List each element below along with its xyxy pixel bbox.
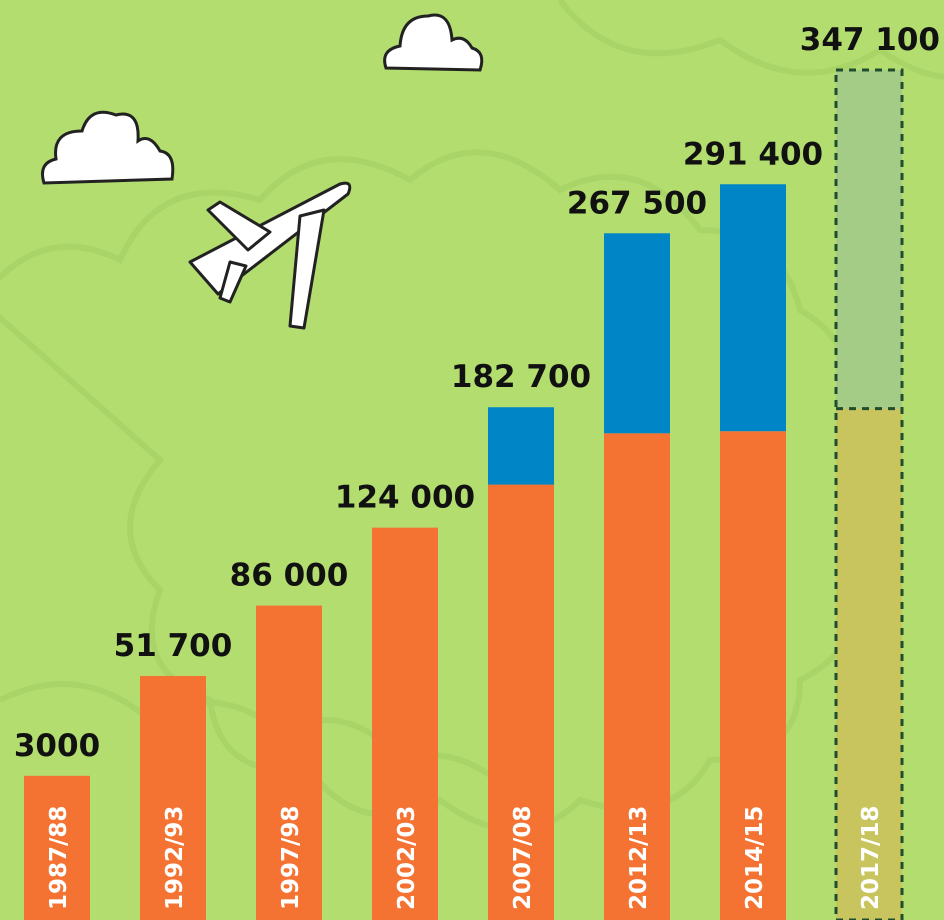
bar-segment — [488, 484, 554, 920]
cloud-top — [383, 13, 484, 72]
total-label: 86 000 — [230, 558, 349, 594]
bar-segment — [720, 184, 786, 432]
projected-outline — [834, 68, 904, 920]
bar-segment — [720, 431, 786, 920]
projected-bar-segment — [836, 70, 902, 409]
bar-segment — [24, 775, 90, 920]
total-label: 347 100 — [800, 22, 940, 58]
bar-segment — [488, 407, 554, 485]
total-label: 267 500 — [567, 185, 707, 221]
bar-segment — [604, 233, 670, 434]
bar-segment — [140, 675, 206, 920]
airplane — [188, 181, 352, 330]
cloud-left — [41, 110, 175, 185]
category-label: 1997/98 — [278, 806, 304, 910]
category-label: 2017/18 — [858, 806, 884, 910]
total-label: 3000 — [14, 728, 100, 764]
total-label: 291 400 — [683, 136, 823, 172]
category-label: 1987/88 — [46, 806, 72, 910]
bar-segment — [256, 605, 322, 920]
category-label: 2002/03 — [394, 806, 420, 910]
bar-segment — [604, 433, 670, 920]
projected-bar-segment — [836, 408, 902, 920]
total-label: 182 700 — [451, 359, 591, 395]
total-label: 124 000 — [335, 480, 475, 516]
category-label: 2014/15 — [742, 806, 768, 910]
total-label: 51 700 — [114, 628, 233, 664]
bar-segment — [372, 527, 438, 920]
category-label: 1992/93 — [162, 806, 188, 910]
category-label: 2007/08 — [510, 806, 536, 910]
category-label: 2012/13 — [626, 806, 652, 910]
